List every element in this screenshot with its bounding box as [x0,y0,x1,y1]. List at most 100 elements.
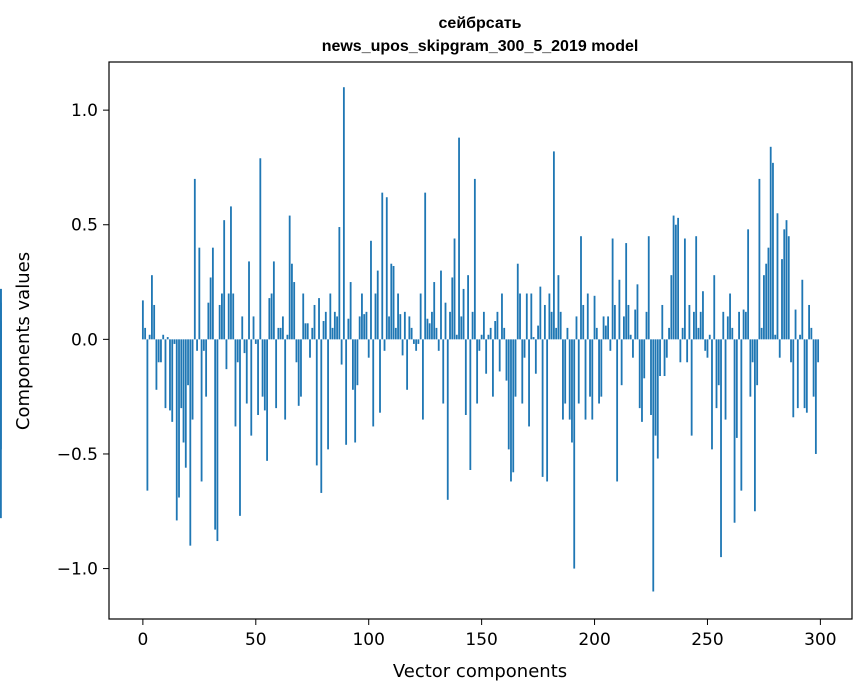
bar-component-161 [505,339,508,381]
bar-component-179 [546,339,549,482]
bar-component-28 [205,339,208,397]
bar-component-275 [763,275,765,340]
bar-component-190 [571,339,573,443]
chart-title-line-1: сейбрсать [439,15,522,32]
bar-component-78 [318,298,320,340]
bar-component-84 [331,327,334,340]
bar-component-273 [758,178,761,340]
bar-component-254 [715,339,718,409]
bar-component-89 [342,87,345,340]
bar-component-63 [284,339,287,420]
bar-component-136 [449,311,451,340]
bar-component-245 [695,236,698,340]
bar-component-38 [227,293,230,340]
bar-component-295 [808,304,810,340]
bar-component-234 [670,275,673,340]
bar-component-131 [437,339,440,351]
bar-component-47 [248,261,250,340]
bar-component-80 [322,321,325,340]
x-tick-label: 50 [245,630,267,650]
bar-component-193 [577,339,580,404]
bar-component-249 [704,339,707,351]
bar-component-109 [388,316,390,340]
bar-component-82 [327,339,329,450]
bar-component-8 [160,339,162,363]
bar-component-255 [717,339,720,386]
bar-component-200 [593,295,596,340]
bar-component-37 [225,339,228,370]
bar-component-223 [645,311,648,340]
bar-component-187 [564,339,567,404]
bar-component-250 [706,339,709,358]
bar-component-142 [462,288,465,340]
bar-component-55 [266,339,268,461]
bar-component-154 [489,327,492,340]
bar-component-112 [394,327,397,340]
bar-component-119 [410,327,413,340]
bar-component-172 [530,293,533,340]
bar-component-4 [151,275,153,340]
bar-component-108 [385,197,388,340]
bar-component-231 [663,339,666,377]
bar-component-59 [275,339,278,409]
bar-component-71 [302,293,305,340]
bar-component-40 [232,293,235,340]
bar-component-74 [309,339,311,358]
bar-component-184 [557,275,560,340]
y-axis-label: Components values [13,252,34,430]
bar-component-126 [426,318,429,340]
bar-component-20 [187,339,189,386]
bar-component-194 [580,236,582,340]
bar-component-257 [722,311,725,340]
y-tick-label: 0.0 [71,330,98,350]
bar-component-297 [812,339,815,397]
bar-component-279 [772,162,774,340]
bar-component-225 [650,339,652,415]
bar-component-199 [591,339,594,420]
bar-component-281 [776,213,779,340]
bar-component-122 [417,339,420,344]
bar-component-25 [198,247,201,340]
bar-component-16 [178,339,180,498]
bar-component-202 [598,339,600,404]
bar-component-44 [241,316,244,340]
bar-component-146 [471,311,474,340]
bar-component-220 [638,339,641,409]
bar-component-137 [451,277,454,340]
bar-component-118 [408,316,411,340]
bar-component-130 [435,327,438,340]
bar-component-229 [659,339,661,377]
bar-component-56 [268,298,271,340]
bar-component-117 [406,339,409,390]
bar-component-228 [656,339,659,459]
bar-component-243 [690,339,693,436]
bar-component-153 [487,334,490,340]
bar-component-266 [742,309,745,340]
bar-component-290 [796,339,799,409]
bar-component-14 [173,339,176,344]
bar-component-212 [620,339,623,386]
bar-component-67 [293,282,296,340]
bar-component-53 [261,339,264,397]
y-tick-label: −0.5 [57,445,98,465]
bar-component-236 [674,224,677,340]
bar-component-247 [699,311,702,340]
bar-component-51 [257,339,259,415]
bar-component-210 [616,339,619,482]
bar-component-144 [467,275,469,340]
bar-component-147 [473,178,476,340]
bar-component-91 [347,318,350,340]
bar-component-206 [607,316,609,340]
bar-component-107 [383,339,386,351]
bar-component-160 [503,327,506,340]
bar-component-232 [665,339,668,358]
bar-component-141 [460,316,463,340]
bar-component-46 [245,339,248,404]
bar-component-15 [175,339,178,521]
bar-component-197 [586,293,589,340]
bar-component-218 [634,309,637,340]
bars-group [0,87,820,592]
bar-component-189 [568,339,571,420]
bar-component-156 [494,321,497,340]
bar-component-6 [155,339,158,390]
